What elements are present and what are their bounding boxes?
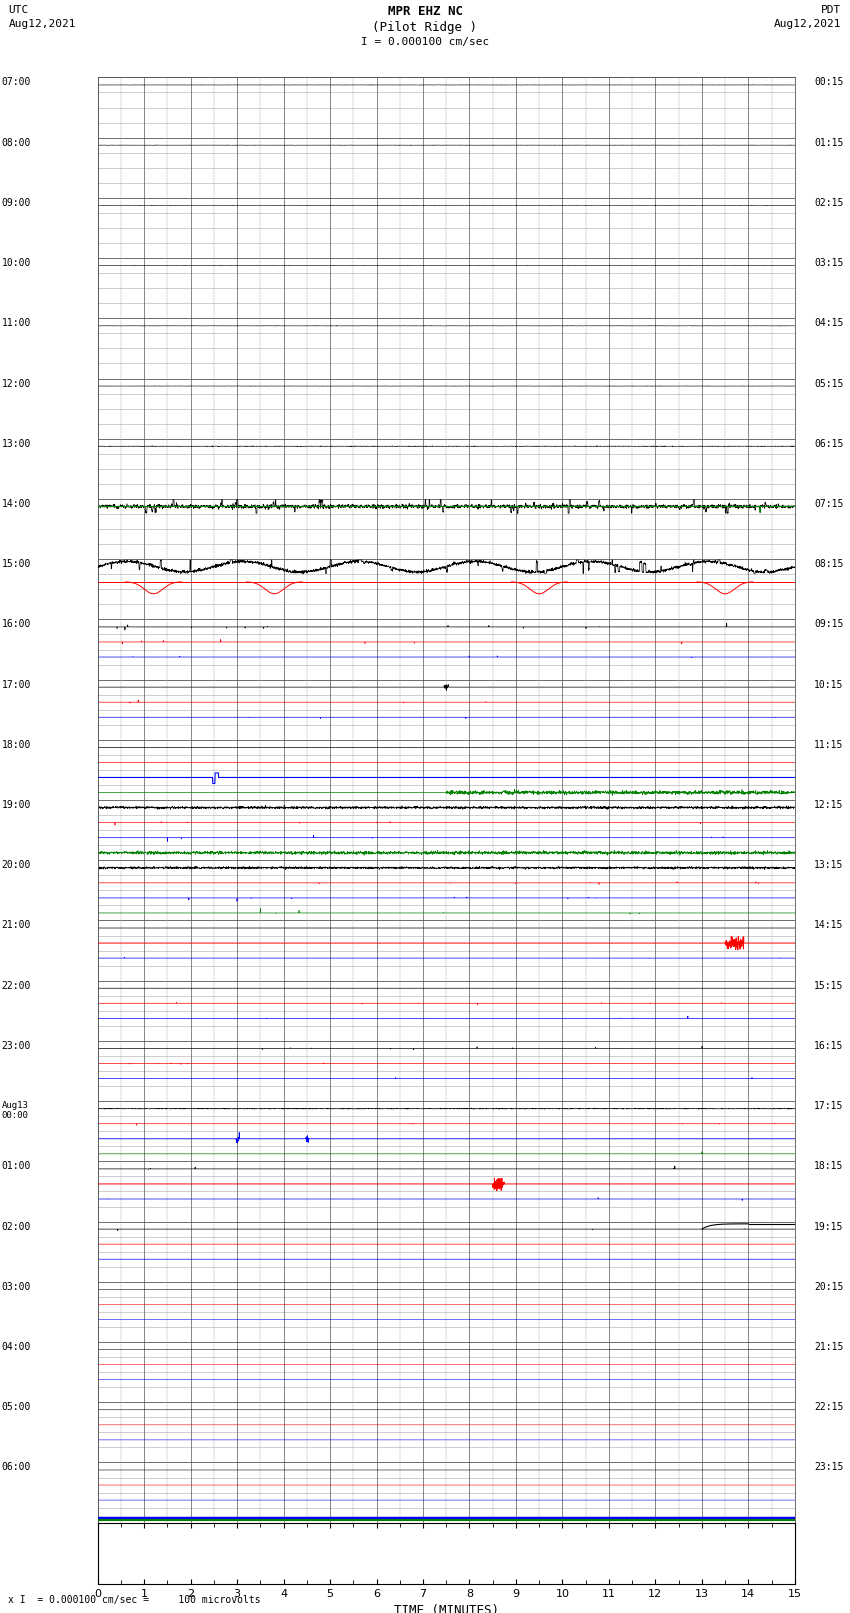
Text: 01:00: 01:00 [2,1161,31,1171]
Text: 16:15: 16:15 [814,1040,844,1052]
Text: 09:00: 09:00 [2,198,31,208]
Text: 23:00: 23:00 [2,1040,31,1052]
Text: MPR EHZ NC: MPR EHZ NC [388,5,462,18]
Text: 06:00: 06:00 [2,1463,31,1473]
Text: Aug13: Aug13 [2,1102,29,1110]
Text: 04:15: 04:15 [814,318,844,329]
Text: 06:15: 06:15 [814,439,844,448]
Text: 13:15: 13:15 [814,860,844,871]
Text: 04:00: 04:00 [2,1342,31,1352]
Text: 07:15: 07:15 [814,498,844,510]
Text: 03:00: 03:00 [2,1282,31,1292]
Text: 09:15: 09:15 [814,619,844,629]
Text: 10:00: 10:00 [2,258,31,268]
Text: 18:00: 18:00 [2,740,31,750]
Text: 19:15: 19:15 [814,1221,844,1232]
Text: 05:00: 05:00 [2,1402,31,1413]
Text: 14:15: 14:15 [814,921,844,931]
Text: 08:00: 08:00 [2,137,31,148]
Text: 03:15: 03:15 [814,258,844,268]
Text: 15:15: 15:15 [814,981,844,990]
Text: I = 0.000100 cm/sec: I = 0.000100 cm/sec [361,37,489,47]
Text: UTC: UTC [8,5,29,15]
Text: 11:15: 11:15 [814,740,844,750]
Text: x I  = 0.000100 cm/sec =     100 microvolts: x I = 0.000100 cm/sec = 100 microvolts [8,1595,261,1605]
Text: 15:00: 15:00 [2,560,31,569]
Text: Aug12,2021: Aug12,2021 [8,19,76,29]
Text: PDT: PDT [821,5,842,15]
Text: 00:00: 00:00 [2,1111,29,1119]
Text: 18:15: 18:15 [814,1161,844,1171]
Text: 22:15: 22:15 [814,1402,844,1413]
Text: 12:15: 12:15 [814,800,844,810]
Text: Aug12,2021: Aug12,2021 [774,19,842,29]
Text: 07:00: 07:00 [2,77,31,87]
Text: 14:00: 14:00 [2,498,31,510]
Text: 16:00: 16:00 [2,619,31,629]
Text: 20:15: 20:15 [814,1282,844,1292]
Text: 01:15: 01:15 [814,137,844,148]
Text: 05:15: 05:15 [814,379,844,389]
Text: 02:15: 02:15 [814,198,844,208]
Text: 21:00: 21:00 [2,921,31,931]
Text: 22:00: 22:00 [2,981,31,990]
Text: 21:15: 21:15 [814,1342,844,1352]
Text: 10:15: 10:15 [814,679,844,690]
Text: 23:15: 23:15 [814,1463,844,1473]
Text: 17:15: 17:15 [814,1102,844,1111]
Text: 20:00: 20:00 [2,860,31,871]
Text: 19:00: 19:00 [2,800,31,810]
Text: 08:15: 08:15 [814,560,844,569]
Text: 02:00: 02:00 [2,1221,31,1232]
Text: (Pilot Ridge ): (Pilot Ridge ) [372,21,478,34]
Text: 12:00: 12:00 [2,379,31,389]
Text: 13:00: 13:00 [2,439,31,448]
Text: 17:00: 17:00 [2,679,31,690]
Text: 00:15: 00:15 [814,77,844,87]
Text: 11:00: 11:00 [2,318,31,329]
X-axis label: TIME (MINUTES): TIME (MINUTES) [394,1605,499,1613]
